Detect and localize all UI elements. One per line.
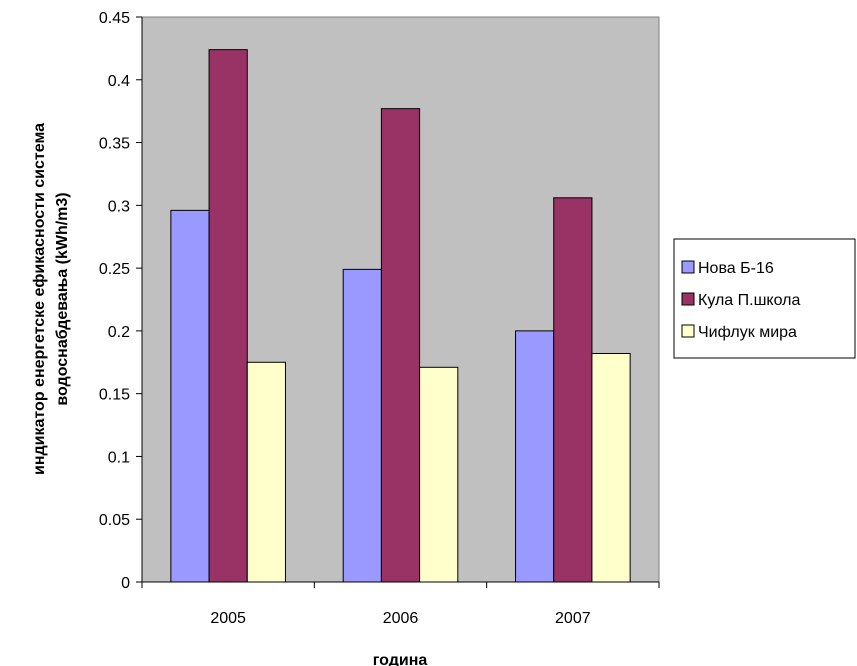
y-tick-label: 0.1 bbox=[108, 449, 130, 466]
y-tick-label: 0.05 bbox=[99, 512, 130, 529]
bar-series-2-2005 bbox=[208, 49, 248, 583]
legend-label: Кула П.школа bbox=[698, 292, 800, 309]
y-tick-label: 0.25 bbox=[99, 261, 130, 278]
x-axis-title: година bbox=[373, 652, 428, 666]
y-tick-label: 0.2 bbox=[108, 324, 130, 341]
y-tick-label: 0.35 bbox=[99, 136, 130, 153]
y-tick-label: 0.15 bbox=[99, 387, 130, 404]
bar-series-1-2006 bbox=[342, 268, 382, 583]
y-tick-label: 0.3 bbox=[108, 198, 130, 215]
bar-series-2-2007 bbox=[553, 197, 593, 583]
y-axis-title-line-1: индикатор енергетске ефикасности система bbox=[31, 123, 48, 475]
legend-box bbox=[673, 238, 856, 359]
bar-series-3-2005 bbox=[246, 361, 286, 583]
x-tick-label: 2005 bbox=[210, 610, 246, 627]
legend-label: Чифлук мира bbox=[698, 324, 797, 341]
legend-swatch bbox=[681, 324, 695, 338]
bar-series-1-2005 bbox=[170, 209, 210, 583]
y-tick-label: 0.45 bbox=[99, 10, 130, 27]
x-tick-label: 2006 bbox=[383, 610, 419, 627]
legend-label: Нова Б-16 bbox=[698, 260, 774, 277]
legend: Нова Б-16 Кула П.школа Чифлук мира bbox=[673, 238, 856, 359]
y-tick-label: 0.4 bbox=[108, 73, 130, 90]
y-tick-label: 0 bbox=[121, 575, 130, 592]
y-axis-title-line-2: водоснабдевања (kWh/m3) bbox=[54, 192, 71, 405]
y-axis: 0 0.05 0.1 0.15 0.2 0.25 0.3 0.35 0.4 0.45 bbox=[99, 10, 143, 592]
bars bbox=[170, 49, 631, 583]
x-axis: 2005 2006 2007 bbox=[141, 581, 660, 627]
bar-series-1-2007 bbox=[515, 330, 555, 583]
bar-series-3-2007 bbox=[591, 352, 631, 583]
legend-swatch bbox=[681, 292, 695, 306]
legend-swatch bbox=[681, 260, 695, 274]
x-tick-label: 2007 bbox=[555, 610, 591, 627]
legend-items: Нова Б-16 Кула П.школа Чифлук мира bbox=[681, 260, 800, 341]
bar-series-2-2006 bbox=[380, 108, 421, 583]
bar-series-3-2006 bbox=[419, 366, 459, 583]
